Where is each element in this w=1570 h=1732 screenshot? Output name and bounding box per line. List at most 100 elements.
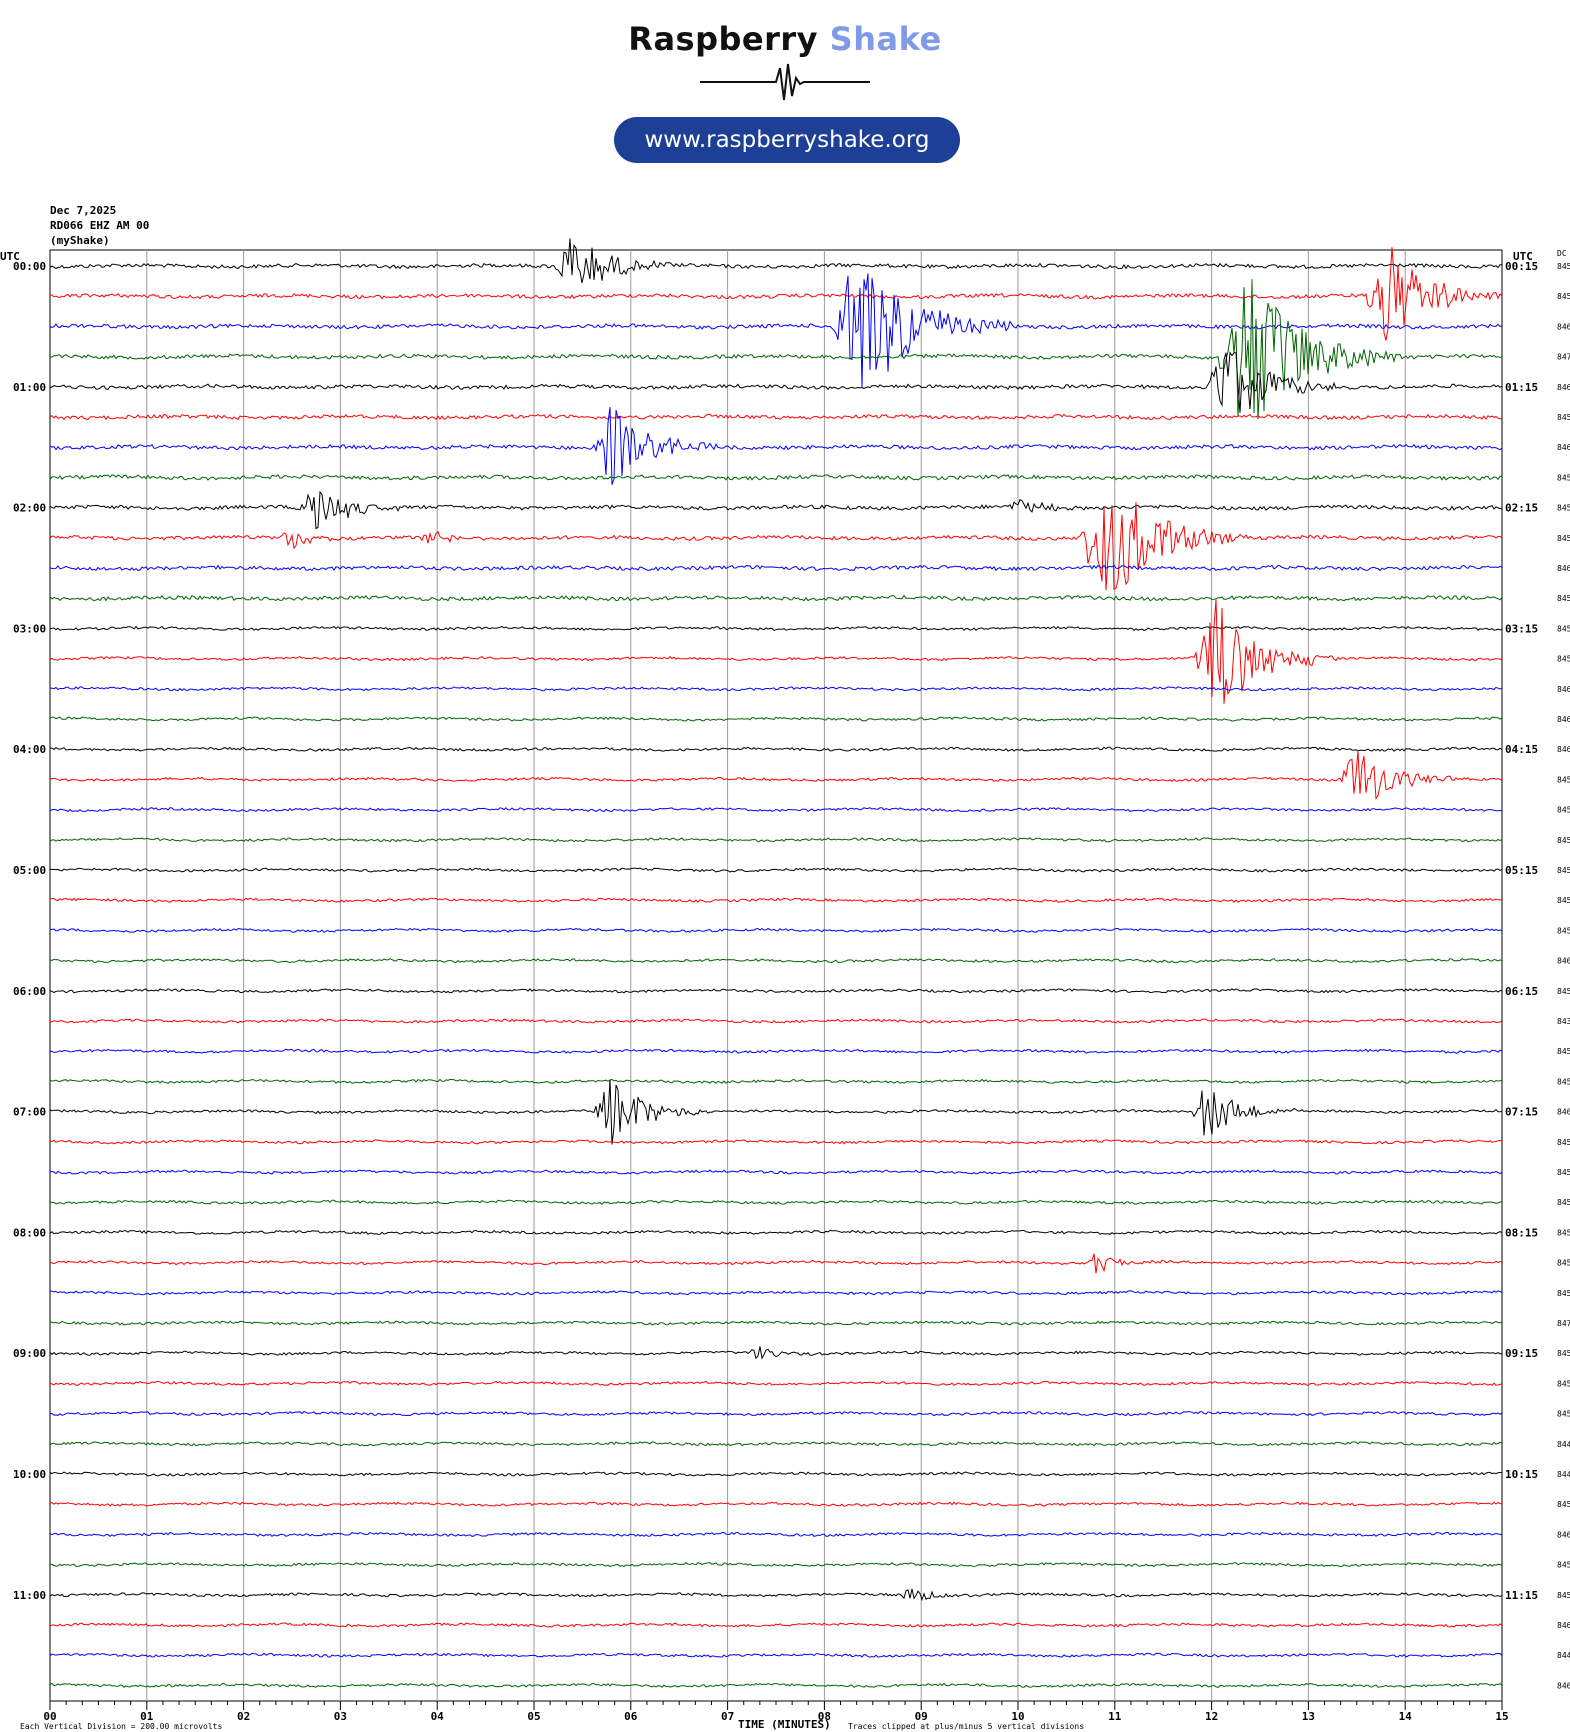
seismogram-traces	[49, 238, 1503, 1688]
trace-line-33	[49, 1253, 1503, 1274]
trace-line-18	[49, 807, 1503, 813]
dc-value-38: 8459	[1557, 1410, 1570, 1419]
dc-value-11: 8456	[1557, 594, 1570, 603]
dc-value-31: 8452	[1557, 1198, 1570, 1207]
hour-label-left-6: 06:00	[13, 985, 46, 998]
hour-label-left-4: 04:00	[13, 743, 46, 756]
dc-value-0: 8456	[1557, 262, 1570, 271]
website-badge: www.raspberryshake.org	[614, 117, 960, 163]
x-tick-label-08: 08	[818, 1710, 831, 1723]
dc-value-28: 8461	[1557, 1108, 1570, 1117]
x-tick-label-13: 13	[1302, 1710, 1315, 1723]
trace-line-22	[49, 927, 1503, 934]
trace-line-0	[49, 238, 1502, 284]
hour-label-right-8: 08:15	[1505, 1226, 1538, 1239]
dc-value-8: 8459	[1557, 504, 1570, 513]
dc-value-17: 8456	[1557, 775, 1570, 784]
dc-value-36: 8453	[1557, 1349, 1570, 1358]
dc-value-14: 8461	[1557, 685, 1570, 694]
dc-value-41: 8455	[1557, 1500, 1570, 1509]
dc-value-43: 8454	[1557, 1561, 1570, 1570]
hour-label-left-0: 00:00	[13, 260, 46, 273]
dc-value-1: 8456	[1557, 292, 1570, 301]
x-tick-label-03: 03	[334, 1710, 347, 1723]
hour-label-right-2: 02:15	[1505, 502, 1538, 515]
x-tick-label-01: 01	[140, 1710, 154, 1723]
hour-label-right-1: 01:15	[1505, 381, 1538, 394]
trace-line-24	[49, 988, 1503, 994]
station-id: RD066 EHZ AM 00	[50, 219, 150, 232]
hour-label-right-3: 03:15	[1505, 622, 1538, 635]
trace-line-3	[49, 279, 1503, 420]
x-tick-label-02: 02	[237, 1710, 250, 1723]
x-tick-label-06: 06	[624, 1710, 638, 1723]
dc-value-34: 8459	[1557, 1289, 1570, 1298]
trace-line-5	[49, 413, 1503, 421]
dc-value-2: 8462	[1557, 322, 1570, 331]
trace-line-29	[49, 1139, 1503, 1145]
hour-label-right-10: 10:15	[1505, 1468, 1538, 1481]
x-tick-label-11: 11	[1108, 1710, 1122, 1723]
x-axis-title: TIME (MINUTES)	[738, 1718, 831, 1731]
hour-label-right-7: 07:15	[1505, 1106, 1538, 1119]
x-tick-label-00: 00	[43, 1710, 56, 1723]
raspberry-shake-logo: Raspberry Shake www.raspberryshake.org	[0, 0, 1570, 170]
hour-label-right-5: 05:15	[1505, 864, 1538, 877]
hour-label-right-6: 06:15	[1505, 985, 1538, 998]
trace-line-25	[49, 1018, 1503, 1024]
trace-line-28	[49, 1079, 1503, 1145]
x-tick-label-09: 09	[915, 1710, 928, 1723]
x-tick-label-14: 14	[1399, 1710, 1413, 1723]
dc-value-5: 8457	[1557, 413, 1570, 422]
x-tick-label-10: 10	[1011, 1710, 1024, 1723]
trace-line-10	[49, 564, 1503, 572]
record-date: Dec 7,2025	[50, 204, 117, 217]
dc-value-29: 8455	[1557, 1138, 1570, 1147]
trace-line-7	[49, 474, 1503, 481]
dc-value-18: 8455	[1557, 806, 1570, 815]
left-utc-label: UTC	[0, 250, 20, 263]
brand-name-part2: Shake	[829, 20, 942, 58]
trace-line-26	[49, 1048, 1503, 1054]
trace-line-37	[49, 1380, 1503, 1386]
trace-line-17	[49, 750, 1503, 800]
minute-gridlines	[49, 250, 1503, 1710]
trace-line-4	[49, 351, 1503, 413]
trace-line-11	[49, 594, 1503, 602]
network-name: (myShake)	[50, 234, 110, 247]
x-tick-label-15: 15	[1495, 1710, 1508, 1723]
hour-label-left-3: 03:00	[13, 622, 46, 635]
hour-label-right-11: 11:15	[1505, 1589, 1538, 1602]
trace-line-15	[49, 716, 1503, 722]
dc-value-39: 8449	[1557, 1440, 1570, 1449]
brand-name: Raspberry Shake	[0, 20, 1570, 58]
x-tick-label-04: 04	[431, 1710, 445, 1723]
trace-line-42	[49, 1531, 1503, 1537]
trace-line-2	[49, 273, 1503, 388]
footer-clip-note: Traces clipped at plus/minus 5 vertical …	[848, 1722, 1084, 1731]
hour-label-left-8: 08:00	[13, 1226, 46, 1239]
x-tick-label-07: 07	[721, 1710, 734, 1723]
hour-label-left-10: 10:00	[13, 1468, 46, 1481]
trace-line-41	[49, 1501, 1503, 1507]
dc-value-25: 8436	[1557, 1017, 1570, 1026]
hour-label-left-7: 07:00	[13, 1106, 46, 1119]
dc-value-42: 8467	[1557, 1530, 1570, 1539]
brand-name-part1: Raspberry	[628, 20, 819, 58]
hour-label-right-0: 00:15	[1505, 260, 1538, 273]
station-header: Dec 7,2025 RD066 EHZ AM 00 (myShake)	[50, 203, 149, 248]
dc-value-40: 8440	[1557, 1470, 1570, 1479]
trace-line-38	[49, 1411, 1503, 1417]
dc-value-20: 8452	[1557, 866, 1570, 875]
trace-line-1	[49, 247, 1503, 341]
dc-value-35: 8475	[1557, 1319, 1570, 1328]
trace-line-31	[49, 1199, 1503, 1205]
dc-value-33: 8454	[1557, 1259, 1570, 1268]
dc-value-13: 8455	[1557, 655, 1570, 664]
